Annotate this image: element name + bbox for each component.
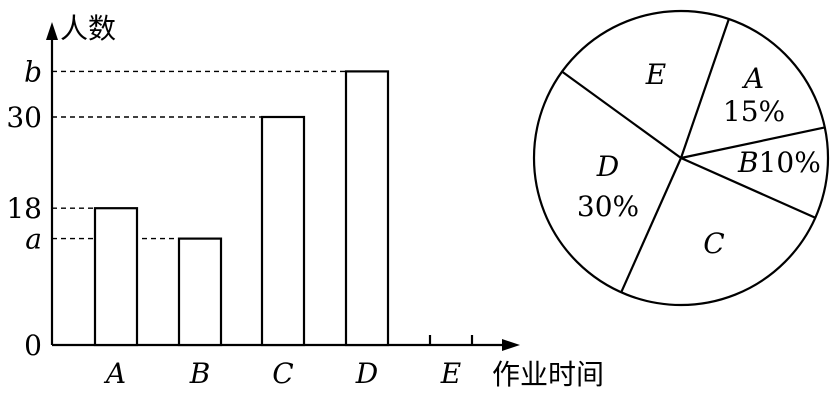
x-tick-labels: A B C D E (103, 357, 461, 390)
bars (95, 71, 472, 345)
bar-D (346, 71, 388, 345)
y-tick-label: 18 (6, 192, 42, 225)
pie-label-B: B10% (737, 146, 821, 179)
pie-label-D: D (596, 150, 619, 183)
x-axis-label: 作业时间 (492, 358, 604, 391)
x-tick-label: C (272, 357, 293, 390)
pie-divider (621, 158, 681, 292)
y-axis-label: 人数 (60, 12, 116, 45)
pie-chart: A15% B10% C D 30% E (534, 11, 828, 305)
pie-labels: A15% B10% C D 30% E (577, 58, 821, 260)
bar-C (262, 117, 304, 345)
pie-label-C: C (703, 227, 724, 260)
pie-divider (681, 19, 729, 158)
x-tick-label: D (355, 357, 378, 390)
y-tick-label: 30 (6, 101, 42, 134)
pie-percent-D: 30% (577, 190, 639, 223)
bar-B (179, 239, 221, 345)
x-axis-arrow (502, 339, 520, 351)
y-tick-label: a (25, 223, 42, 256)
y-ticks: 0 a18 30 b (6, 55, 42, 362)
bar-chart: 人数 作业时间 0 a18 30 b A B C D E (6, 12, 604, 391)
y-tick-label: 0 (24, 329, 42, 362)
y-tick-label: b (24, 55, 42, 88)
pie-percent-A: 15% (723, 95, 785, 128)
y-axis-arrow (46, 22, 58, 40)
x-tick-label: A (103, 357, 126, 390)
x-tick-label: B (189, 357, 211, 390)
bar-A (95, 208, 137, 345)
pie-label-A: A (741, 62, 764, 95)
x-tick-label: E (440, 357, 461, 390)
pie-label-E: E (645, 58, 666, 91)
